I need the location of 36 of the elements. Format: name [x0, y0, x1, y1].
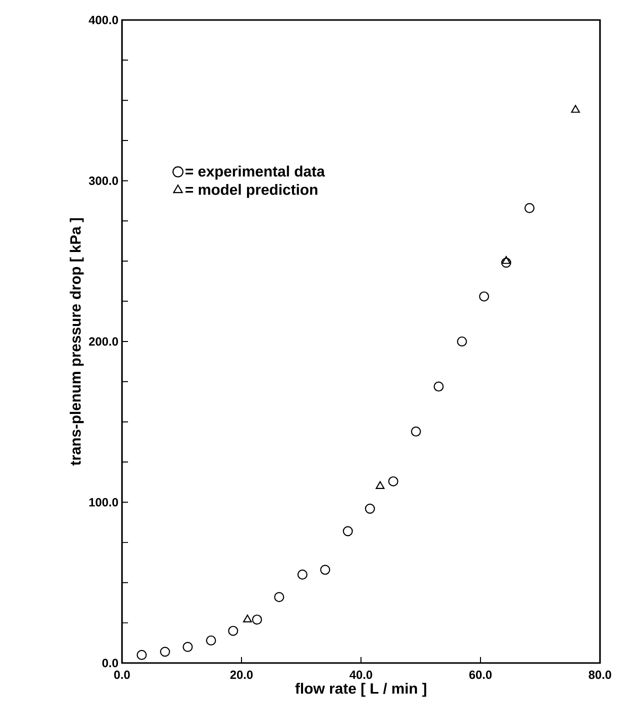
point	[182, 642, 193, 652]
point	[524, 203, 535, 214]
point	[206, 635, 216, 646]
x-tick-label: 20.0	[230, 670, 253, 679]
point	[501, 258, 512, 268]
point	[479, 291, 490, 302]
point	[456, 336, 468, 347]
y-tick-label: 0.0	[102, 658, 118, 668]
x-tick-label: 80.0	[588, 670, 612, 679]
point	[364, 504, 375, 514]
point	[434, 381, 444, 392]
x-tick-label: 60.0	[469, 670, 492, 679]
point	[228, 626, 238, 636]
point	[571, 104, 580, 113]
legend-label: = model prediction	[186, 184, 318, 198]
point	[160, 646, 170, 657]
y-axis-title: trans-plenum pressure drop [ kPa ]	[70, 218, 84, 466]
point	[297, 570, 308, 580]
point	[502, 256, 511, 264]
y-tick-label: 300.0	[88, 176, 118, 185]
point	[274, 592, 284, 602]
point	[252, 614, 262, 625]
point	[243, 614, 252, 622]
point	[388, 476, 398, 486]
x-axis-title: flow rate [ L / min ]	[295, 682, 426, 697]
point	[136, 650, 147, 660]
point	[342, 526, 353, 536]
point	[320, 564, 330, 575]
x-tick-label: 40.0	[350, 670, 372, 679]
y-tick-label: 200.0	[88, 337, 118, 346]
point	[410, 426, 422, 437]
legend-label: = experimental data	[186, 166, 325, 180]
y-tick-label: 400.0	[88, 16, 118, 24]
point	[376, 481, 385, 489]
x-tick-label: 0.0	[114, 670, 130, 679]
y-tick-label: 100.0	[89, 498, 118, 506]
